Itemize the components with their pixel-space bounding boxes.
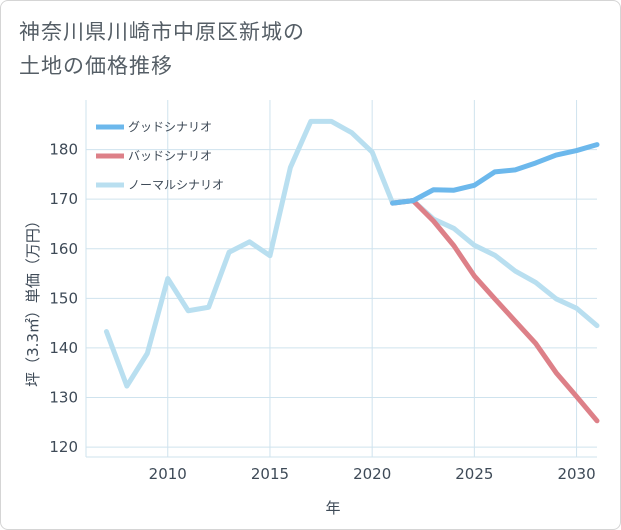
y-tick-label: 130 <box>49 389 78 407</box>
chart-grid <box>85 100 597 458</box>
y-tick-label: 120 <box>49 438 78 456</box>
legend-label-0: グッドシナリオ <box>128 120 212 134</box>
x-tick-label: 2015 <box>251 465 289 483</box>
y-tick-label: 170 <box>49 190 78 208</box>
series-line-2 <box>103 118 600 389</box>
x-axis-label: 年 <box>325 499 340 517</box>
x-tick-label: 2030 <box>557 465 595 483</box>
series-line-1 <box>390 198 600 424</box>
y-tick-label: 150 <box>49 289 78 307</box>
y-tick-label: 160 <box>49 240 78 258</box>
x-tick-label: 2020 <box>353 465 391 483</box>
y-tick-label: 180 <box>49 141 78 159</box>
legend-label-1: バッドシナリオ <box>128 149 212 163</box>
series-line-0 <box>390 142 600 206</box>
chart-title: 神奈川県川崎市中原区新城の 土地の価格推移 <box>19 15 579 83</box>
chart-ticks: 120 130 140 150 160 170 180 2010 2015 2020 2025 203… <box>49 141 595 483</box>
chart-title-line2: 土地の価格推移 <box>19 54 173 78</box>
chart-title-line1: 神奈川県川崎市中原区新城の <box>19 20 305 44</box>
x-tick-label: 2010 <box>149 465 187 483</box>
y-tick-label: 140 <box>49 339 78 357</box>
legend-label-2: ノーマルシナリオ <box>128 178 224 192</box>
chart-series <box>103 118 600 424</box>
x-tick-label: 2025 <box>455 465 493 483</box>
y-axis-label: 坪（3.3㎡）単価（万円） <box>24 213 42 387</box>
